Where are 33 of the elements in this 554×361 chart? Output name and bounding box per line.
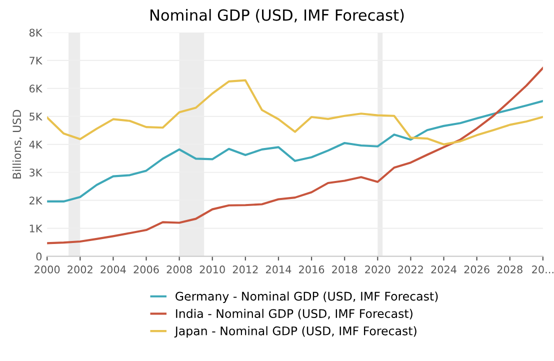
legend-label: Japan - Nominal GDP (USD, IMF Forecast): [174, 326, 416, 338]
x-tick-label: 2008: [166, 266, 192, 274]
x-tick-label: 20...: [532, 266, 554, 274]
x-tick-label: 2026: [464, 266, 490, 274]
y-axis-title: Billions, USD: [12, 110, 22, 179]
x-tick-label: 2010: [200, 266, 225, 274]
line-series: [47, 79, 543, 146]
y-tick-label: 6K: [30, 84, 42, 93]
x-tick-label: 2020: [365, 266, 390, 274]
legend-label: India - Nominal GDP (USD, IMF Forecast): [176, 308, 412, 320]
legend-label: Germany - Nominal GDP (USD, IMF Forecast): [176, 292, 438, 303]
y-tick-label: 7K: [30, 56, 42, 64]
x-tick-label: 2006: [134, 266, 159, 274]
x-tick-label: 2028: [497, 266, 522, 274]
x-tick-label: 2004: [100, 266, 126, 274]
x-tick-label: 2014: [266, 266, 292, 274]
y-tick-label: 1K: [30, 224, 42, 232]
line-series: [47, 66, 543, 244]
y-tick-label: 2K: [30, 196, 42, 204]
y-tick-label: 8K: [29, 28, 42, 37]
line-series: [47, 100, 543, 203]
x-tick-label: 2024: [431, 266, 456, 274]
x-tick-label: 2012: [232, 266, 258, 274]
x-tick-label: 2002: [68, 266, 92, 274]
y-tick-label: 3K: [30, 168, 42, 176]
x-tick-label: 2016: [299, 266, 324, 274]
x-tick-label: 2000: [34, 266, 60, 274]
chart-title: Nominal GDP (USD, IMF Forecast): [150, 9, 404, 23]
y-tick-label: 5K: [30, 112, 42, 121]
x-tick-label: 2018: [332, 266, 358, 274]
y-tick-label: 4K: [29, 140, 42, 148]
x-tick-label: 2022: [398, 266, 423, 274]
y-tick-label: 0: [36, 252, 42, 260]
